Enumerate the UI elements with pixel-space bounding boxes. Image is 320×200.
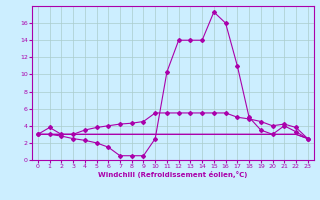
X-axis label: Windchill (Refroidissement éolien,°C): Windchill (Refroidissement éolien,°C) bbox=[98, 171, 247, 178]
